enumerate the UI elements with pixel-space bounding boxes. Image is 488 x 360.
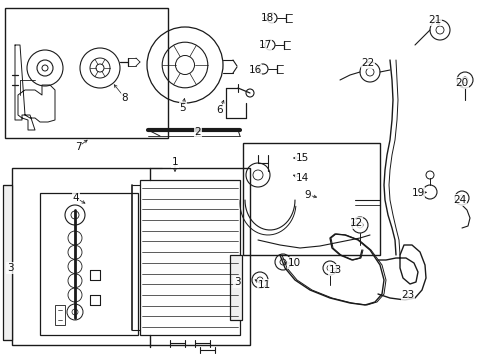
Text: 21: 21 bbox=[427, 15, 441, 25]
Text: 9: 9 bbox=[304, 190, 311, 200]
Text: 17: 17 bbox=[258, 40, 271, 50]
Text: 2: 2 bbox=[194, 127, 201, 137]
Text: 12: 12 bbox=[348, 218, 362, 228]
Bar bbox=[229, 255, 242, 320]
Text: 14: 14 bbox=[295, 173, 308, 183]
Bar bbox=[3, 185, 12, 340]
Text: 20: 20 bbox=[454, 78, 468, 88]
Bar bbox=[140, 180, 240, 335]
Text: 8: 8 bbox=[122, 93, 128, 103]
Text: 1: 1 bbox=[171, 157, 178, 167]
Bar bbox=[12, 168, 249, 345]
Text: 22: 22 bbox=[361, 58, 374, 68]
Text: 13: 13 bbox=[328, 265, 341, 275]
Text: 19: 19 bbox=[410, 188, 424, 198]
Bar bbox=[243, 143, 379, 255]
Text: 15: 15 bbox=[295, 153, 308, 163]
Text: 10: 10 bbox=[287, 258, 300, 268]
Text: 6: 6 bbox=[216, 105, 223, 115]
Text: 7: 7 bbox=[75, 142, 81, 152]
Text: 23: 23 bbox=[401, 290, 414, 300]
Bar bbox=[40, 193, 138, 335]
Text: 3: 3 bbox=[7, 263, 13, 273]
Text: 16: 16 bbox=[248, 65, 261, 75]
Text: 24: 24 bbox=[452, 195, 466, 205]
Text: 5: 5 bbox=[179, 103, 186, 113]
Text: 11: 11 bbox=[257, 280, 270, 290]
Text: 18: 18 bbox=[260, 13, 273, 23]
Bar bbox=[55, 305, 65, 325]
Bar bbox=[5, 8, 168, 138]
Text: 3: 3 bbox=[233, 277, 240, 287]
Text: 4: 4 bbox=[73, 193, 79, 203]
